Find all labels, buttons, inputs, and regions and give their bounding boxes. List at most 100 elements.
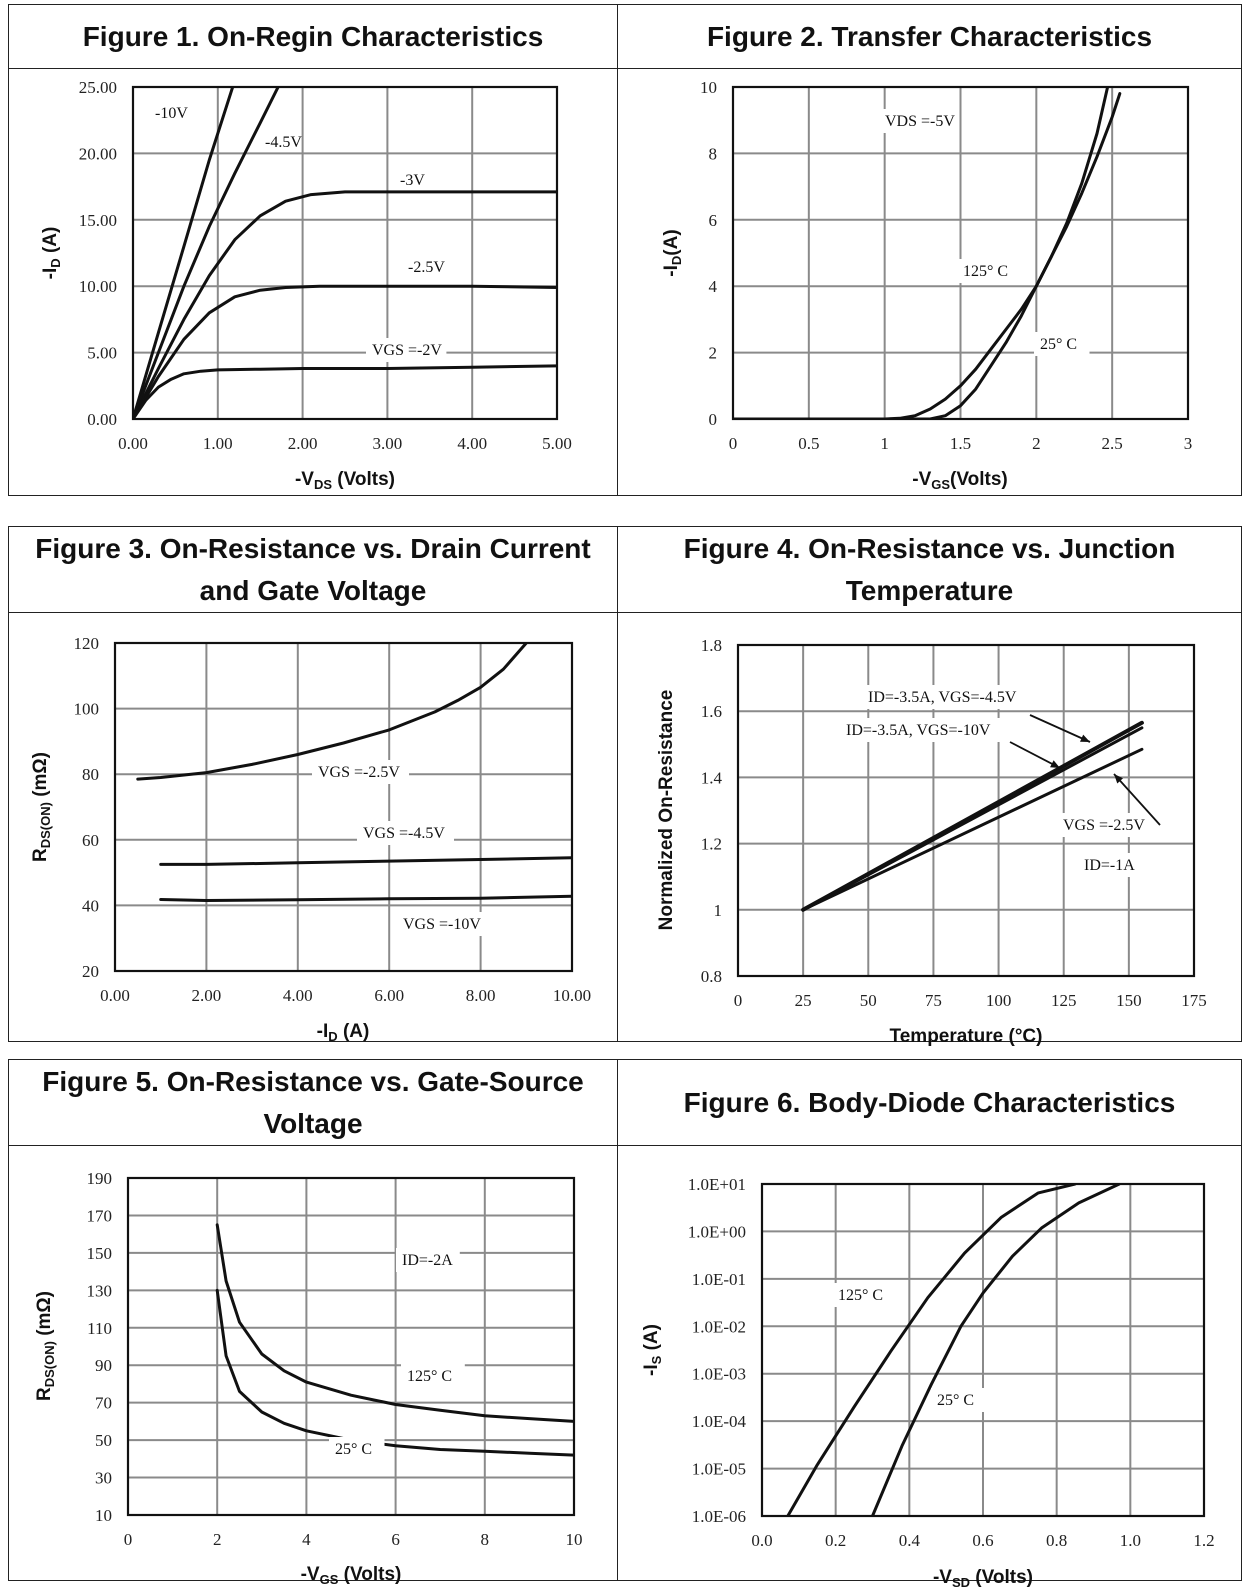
x-tick-label: 4.00 — [457, 434, 487, 453]
x-tick-label: 6 — [391, 1530, 400, 1549]
y-tick-label: 20 — [82, 962, 99, 981]
chart-4: 0 25 50 75 100 125 150 175 0.8 1 1.2 1.4 1.6 1.8 Tempe… — [656, 636, 1207, 1047]
curve-annotation: 125° C — [838, 1287, 883, 1304]
title-row: Figure 1. On-Regin Characteristics — [9, 5, 617, 69]
y-label-tail: (mΩ) — [34, 1291, 55, 1341]
y-tick-label: 40 — [82, 896, 99, 915]
curve-annotation: -2.5V — [408, 259, 445, 276]
y-tick-label: 1.0E+01 — [688, 1175, 746, 1194]
y-label-tail: (A) — [661, 229, 682, 255]
annotation-bg — [401, 1364, 465, 1388]
annotation-bg — [366, 338, 447, 362]
x-axis-label: -ID (A) — [317, 1021, 370, 1044]
plot-frame — [731, 85, 1190, 421]
series-line — [786, 1184, 1077, 1516]
x-tick-label: 8.00 — [466, 986, 496, 1005]
annotation-bg — [397, 912, 486, 936]
y-tick-label: 8 — [709, 144, 718, 163]
curve-annotation: 25° C — [937, 1392, 974, 1409]
x-tick-label: 0 — [124, 1530, 133, 1549]
y-tick-label: 4 — [709, 277, 718, 296]
annotation-bg — [312, 760, 409, 784]
y-label-main: R — [34, 1387, 55, 1401]
y-tick-label: 90 — [95, 1356, 112, 1375]
y-tick-label: 15.00 — [79, 211, 117, 230]
series-line — [801, 726, 1144, 912]
x-tick-label: 5.00 — [542, 434, 572, 453]
curve-annotation: ID=-3.5A, VGS=-10V — [846, 722, 991, 739]
annotation-arrowhead — [1080, 734, 1090, 742]
x-axis-label: -VGS (Volts) — [301, 1564, 402, 1587]
x-tick-label: 4 — [302, 1530, 311, 1549]
x-tick-label: 6.00 — [374, 986, 404, 1005]
x-label-main: -I — [317, 1021, 329, 1042]
x-tick-label: 50 — [860, 991, 877, 1010]
x-label-sub: GS — [320, 1572, 339, 1587]
y-tick-label: 1.0E-04 — [692, 1412, 747, 1431]
x-tick-label: 175 — [1181, 991, 1207, 1010]
y-label-sub: D — [48, 258, 63, 267]
y-label-main: -I — [661, 265, 682, 277]
y-tick-label: 1.0E-05 — [692, 1460, 746, 1479]
x-tick-label: 0 — [734, 991, 743, 1010]
x-tick-label: 75 — [925, 991, 942, 1010]
x-axis-label: -VSD (Volts) — [933, 1567, 1033, 1590]
y-tick-label: 70 — [95, 1394, 112, 1413]
y-tick-label: 190 — [87, 1169, 113, 1188]
x-label-sub: SD — [952, 1575, 970, 1590]
annotation-bg — [879, 109, 960, 133]
y-tick-label: 10 — [95, 1506, 112, 1525]
plot-frame — [131, 85, 559, 421]
y-tick-label: 5.00 — [87, 344, 117, 363]
y-axis-label: RDS(ON) (mΩ) — [34, 1291, 57, 1401]
curve-annotation: -4.5V — [265, 134, 302, 151]
annotation-bg — [1057, 813, 1154, 837]
y-tick-label: 30 — [95, 1469, 112, 1488]
x-tick-label: 10 — [566, 1530, 583, 1549]
annotation-arrowhead — [1050, 760, 1060, 768]
chart-5: 0 2 4 6 8 10 10 30 50 70 90 110 130 150 170 190 -VGS (Vo… — [34, 1169, 583, 1587]
curve-annotation: VGS =-10V — [403, 916, 481, 933]
annotation-bg — [357, 821, 454, 845]
curve-annotation: VGS =-2.5V — [318, 764, 400, 781]
curve-annotation: VGS =-4.5V — [363, 825, 445, 842]
annotation-bg — [329, 1437, 385, 1461]
x-tick-label: 125 — [1051, 991, 1077, 1010]
y-axis-label: -ID(A) — [661, 229, 684, 276]
x-tick-label: 2.00 — [192, 986, 222, 1005]
x-axis-label: Temperature (°C) — [890, 1026, 1043, 1047]
annotation-bg — [957, 259, 1021, 283]
y-label-main: R — [30, 848, 51, 862]
y-tick-label: 1.0E-02 — [692, 1317, 746, 1336]
y-tick-label: 1.0E+00 — [688, 1222, 746, 1241]
plot-frame — [126, 1176, 576, 1517]
annotation-bg — [402, 255, 458, 279]
y-label-main: -I — [641, 1364, 662, 1376]
y-label-main: Normalized On-Resistance — [656, 690, 677, 931]
annotation-arrow — [1009, 741, 1061, 769]
y-tick-label: 1.8 — [701, 636, 722, 655]
y-axis-label: Normalized On-Resistance — [656, 690, 677, 931]
x-tick-label: 0 — [729, 434, 738, 453]
annotation-arrow — [1029, 714, 1091, 743]
y-tick-label: 0 — [709, 410, 718, 429]
curve-annotation: ID=-1A — [1084, 857, 1135, 874]
y-tick-label: 170 — [87, 1206, 113, 1225]
annotation-bg — [1078, 853, 1142, 877]
x-tick-label: 4.00 — [283, 986, 313, 1005]
y-label-sub: D — [669, 256, 684, 265]
y-tick-label: 6 — [709, 211, 718, 230]
y-tick-label: 80 — [82, 765, 99, 784]
series-line — [133, 87, 235, 419]
y-label-tail: (A) — [641, 1324, 662, 1356]
annotation-arrow — [1113, 773, 1161, 826]
x-label-main: -V — [933, 1567, 952, 1588]
x-label-sub: D — [328, 1029, 337, 1044]
y-tick-label: 100 — [74, 700, 100, 719]
title-row: Figure 5. On-Resistance vs. Gate-Source … — [9, 1060, 617, 1146]
x-tick-label: 0.8 — [1046, 1531, 1067, 1550]
x-label-tail: (A) — [338, 1021, 370, 1042]
curve-annotation: ID=-2A — [402, 1252, 453, 1269]
y-tick-label: 20.00 — [79, 144, 117, 163]
chart-3: 0.00 2.00 4.00 6.00 8.00 10.00 20 40 60 80 100 120 -… — [30, 634, 591, 1044]
